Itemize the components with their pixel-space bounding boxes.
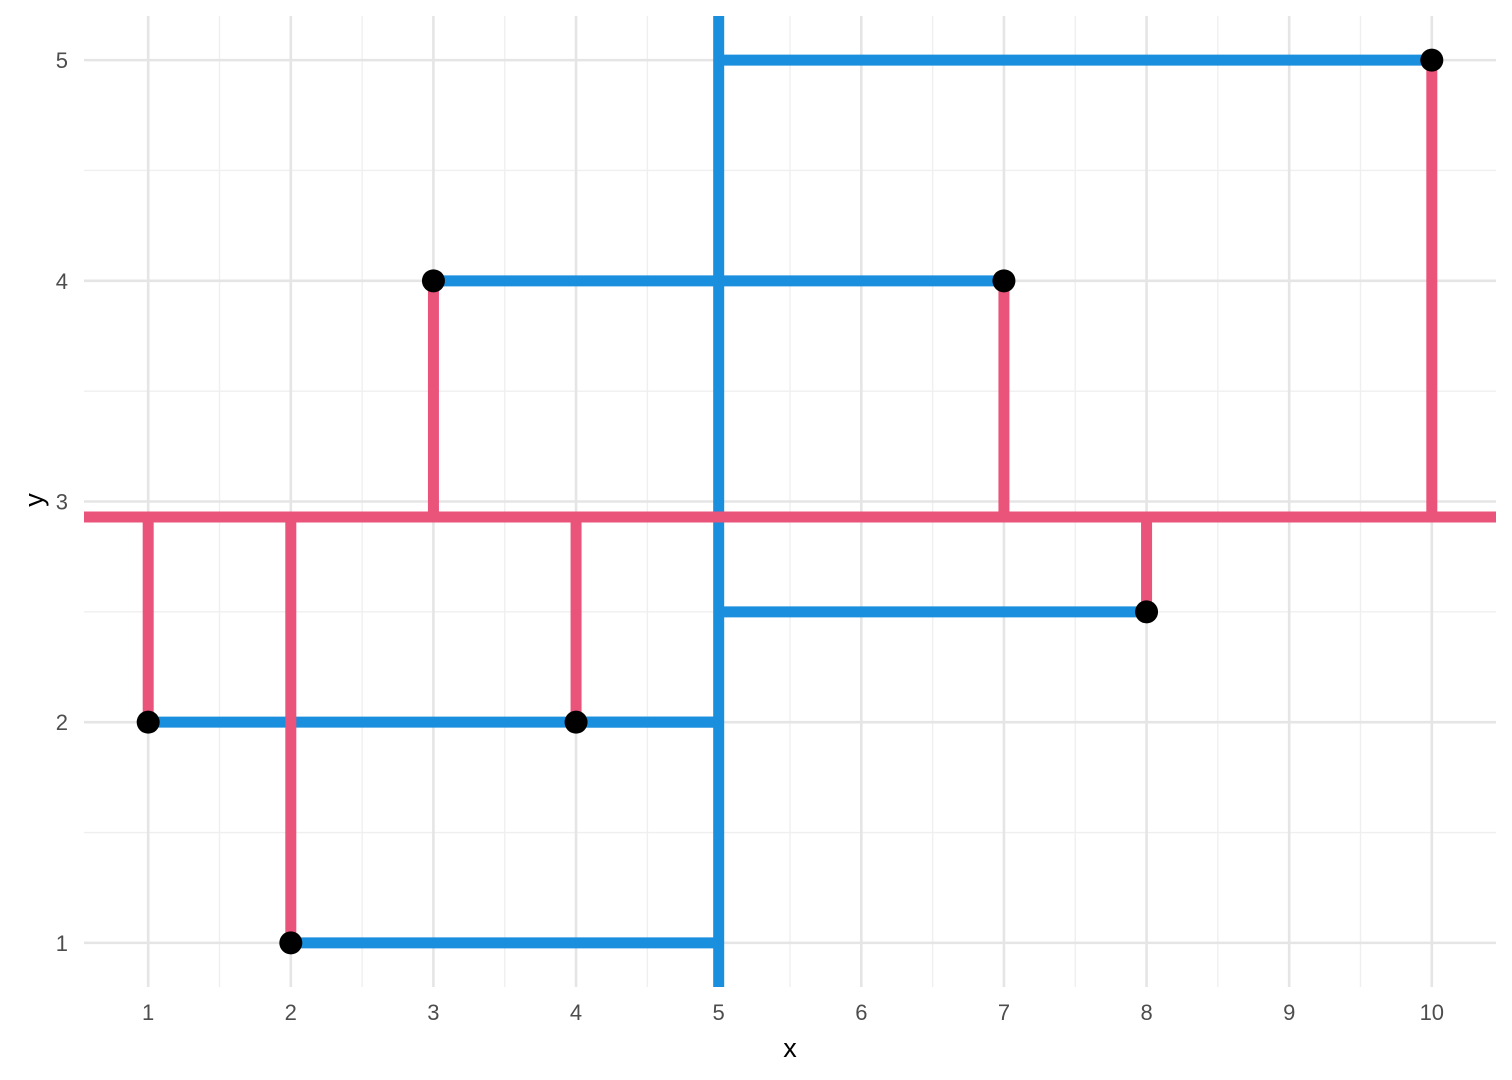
x-tick-label: 1: [142, 1000, 154, 1025]
x-tick-label: 2: [285, 1000, 297, 1025]
x-tick-label: 5: [713, 1000, 725, 1025]
y-tick-label: 5: [56, 48, 68, 73]
x-tick-label: 9: [1283, 1000, 1295, 1025]
x-tick-label: 6: [855, 1000, 867, 1025]
data-point: [992, 269, 1016, 293]
y-axis-title: y: [19, 493, 49, 507]
data-point: [421, 269, 445, 293]
data-point: [136, 710, 160, 734]
y-tick-label: 1: [56, 931, 68, 956]
data-point: [1420, 48, 1444, 72]
x-tick-label: 7: [998, 1000, 1010, 1025]
data-point: [564, 710, 588, 734]
y-tick-label: 3: [56, 490, 68, 515]
axis-text-layer: 1 2 3 4 5 6 7 8 9 10 1 2 3 4 5: [56, 48, 1444, 1025]
y-tick-label: 2: [56, 710, 68, 735]
x-axis-title: x: [783, 1033, 797, 1063]
x-tick-label: 4: [570, 1000, 582, 1025]
y-tick-label: 4: [56, 269, 68, 294]
point-layer: [136, 48, 1444, 955]
x-tick-label: 3: [427, 1000, 439, 1025]
x-tick-label: 10: [1420, 1000, 1444, 1025]
data-point: [279, 931, 303, 955]
connector-layer: [84, 16, 1496, 987]
data-point: [1135, 600, 1159, 624]
x-tick-label: 8: [1140, 1000, 1152, 1025]
